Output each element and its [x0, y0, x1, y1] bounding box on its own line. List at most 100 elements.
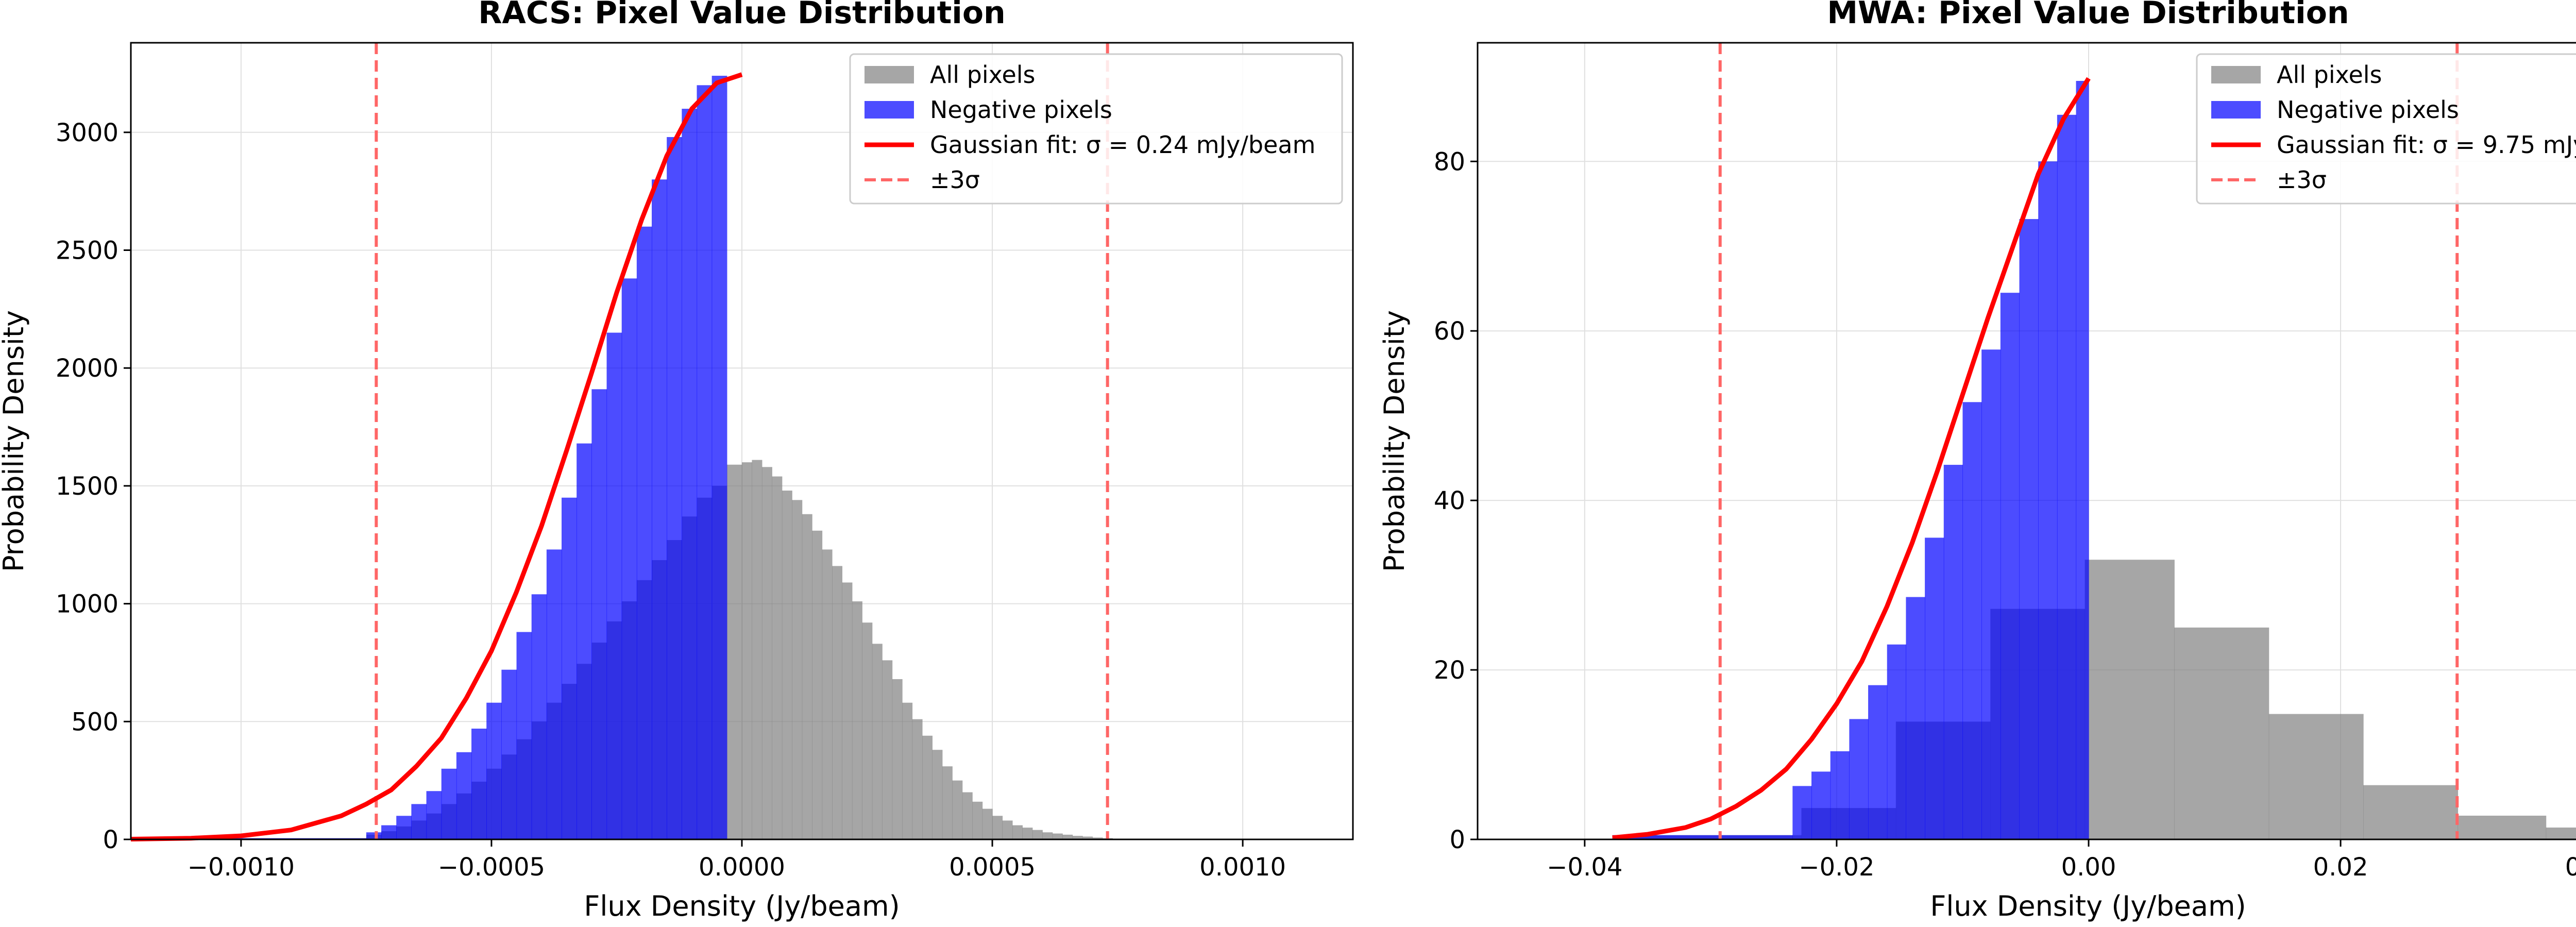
y-tick-label: 1500 [56, 472, 118, 501]
chart-title: RACS: Pixel Value Distribution [478, 0, 1006, 31]
negative-pixels-bar [531, 594, 547, 839]
all-pixels-bar [1062, 834, 1073, 839]
x-axis-ticks: −0.04 −0.02 0.00 0.02 0.04 [1547, 839, 2576, 882]
negative-pixels-bar [1792, 786, 1812, 839]
negative-pixels-bar [2000, 293, 2020, 839]
negative-pixels-bar [1811, 771, 1831, 839]
legend-label-fit: Gaussian fit: σ = 0.24 mJy/beam [930, 131, 1315, 159]
negative-pixels-bar [516, 632, 532, 839]
y-tick-label: 60 [1434, 317, 1465, 346]
all-pixels-bar [792, 500, 803, 839]
all-pixels-bar [832, 566, 843, 839]
all-pixels-bar [1042, 832, 1053, 839]
all-pixels-bar [2268, 714, 2364, 839]
y-tick-label: 1000 [56, 590, 118, 619]
negative-pixels-bar [711, 76, 727, 839]
gaussian-fit-line [1612, 77, 2091, 840]
negative-pixels-bar [411, 804, 427, 839]
negative-pixels-bar [606, 332, 622, 839]
negative-pixels-bar [591, 389, 607, 839]
all-pixels-bar [2458, 815, 2547, 839]
all-pixels-bar [852, 601, 862, 839]
mwa-histogram-panel: MWA: Pixel Value Distribution −0.04 −0.02… [1378, 0, 2576, 922]
negative-pixels-bars [131, 76, 727, 840]
all-pixels-bar [922, 735, 933, 839]
x-axis-ticks: −0.0010 −0.0005 0.0000 0.0005 0.0010 [188, 839, 1286, 882]
negative-pixels-bar [1906, 597, 1925, 839]
all-pixels-bar [952, 780, 963, 839]
negative-pixels-bar [2038, 161, 2058, 839]
negative-pixels-bar [546, 549, 562, 839]
chart-title: MWA: Pixel Value Distribution [1827, 0, 2349, 31]
legend-label-sigma: ±3σ [2277, 166, 2327, 194]
all-pixels-bar [1002, 820, 1013, 839]
all-pixels-bar [902, 702, 913, 839]
y-tick-label: 0 [1449, 825, 1465, 854]
negative-pixels-bar [1868, 685, 1888, 839]
x-tick-label: 0.0000 [699, 853, 785, 882]
negative-pixels-bar [471, 729, 487, 839]
negative-pixels-bar [1612, 835, 1793, 839]
all-pixels-bar [2363, 785, 2459, 839]
negative-pixels-bar [2076, 81, 2089, 840]
negative-pixels-bar [456, 752, 472, 839]
y-tick-label: 3000 [56, 119, 118, 147]
all-pixels-bar [772, 476, 783, 839]
all-pixels-bar [1032, 830, 1043, 839]
all-pixels-bar [842, 582, 853, 839]
legend-box [2196, 53, 2576, 205]
negative-pixels-bar [562, 497, 577, 839]
negative-pixels-bar [1830, 751, 1850, 839]
all-pixels-bar [962, 792, 973, 839]
negative-pixels-bar [667, 137, 682, 839]
gaussian-fit-line [130, 72, 743, 841]
x-tick-label: 0.00 [2061, 853, 2116, 882]
all-pixels-bar [2546, 827, 2576, 839]
x-tick-label: 0.0005 [949, 853, 1036, 882]
all-pixels-bar [932, 750, 943, 839]
legend: All pixels Negative pixels Gaussian fit:… [2196, 53, 2576, 205]
legend-label-sigma: ±3σ [930, 166, 980, 194]
all-pixels-bar [752, 460, 762, 839]
negative-pixels-bar [381, 825, 397, 839]
all-pixels-bar [912, 719, 923, 839]
all-pixels-bar [822, 549, 833, 839]
legend-label-fit: Gaussian fit: σ = 9.75 mJy/beam [2277, 131, 2576, 159]
all-pixels-bar [1012, 825, 1023, 839]
all-pixels-bar [761, 467, 772, 839]
y-axis-label: Probability Density [0, 310, 30, 572]
y-tick-label: 20 [1434, 656, 1465, 685]
negative-pixels-bar [577, 443, 592, 839]
legend-label-all: All pixels [2277, 61, 2382, 89]
legend-swatch-all [2211, 66, 2261, 83]
negative-pixels-bar [426, 791, 442, 839]
x-tick-label: −0.04 [1547, 853, 1622, 882]
negative-pixels-bar [1981, 349, 2001, 839]
legend-label-all: All pixels [930, 61, 1035, 89]
negative-pixels-bar [501, 669, 517, 839]
negative-pixels-bar [486, 702, 502, 839]
negative-pixels-bar [652, 179, 667, 840]
all-pixels-bar [892, 679, 903, 839]
x-axis-label: Flux Density (Jy/beam) [1930, 890, 2246, 922]
negative-pixels-bar [1962, 402, 1982, 839]
all-pixels-bar [1052, 833, 1063, 839]
y-tick-label: 500 [71, 707, 118, 736]
all-pixels-bar [872, 644, 883, 839]
all-pixels-bar [812, 530, 823, 839]
all-pixels-bar [782, 491, 792, 839]
y-axis-label: Probability Density [1378, 310, 1411, 572]
negative-pixels-bar [697, 85, 713, 840]
negative-pixels-bar [441, 768, 457, 839]
negative-pixels-bar [1943, 465, 1963, 839]
y-tick-label: 80 [1434, 147, 1465, 176]
y-tick-label: 2500 [56, 237, 118, 265]
negative-pixels-bar [1925, 537, 1944, 839]
negative-pixels-bar [2057, 114, 2077, 840]
y-axis-ticks: 0 20 40 60 80 [1434, 147, 1478, 854]
legend-swatch-all [865, 66, 914, 83]
negative-pixels-bar [636, 226, 652, 839]
all-pixels-bar [1022, 828, 1033, 839]
gaussian-fit [130, 72, 743, 841]
